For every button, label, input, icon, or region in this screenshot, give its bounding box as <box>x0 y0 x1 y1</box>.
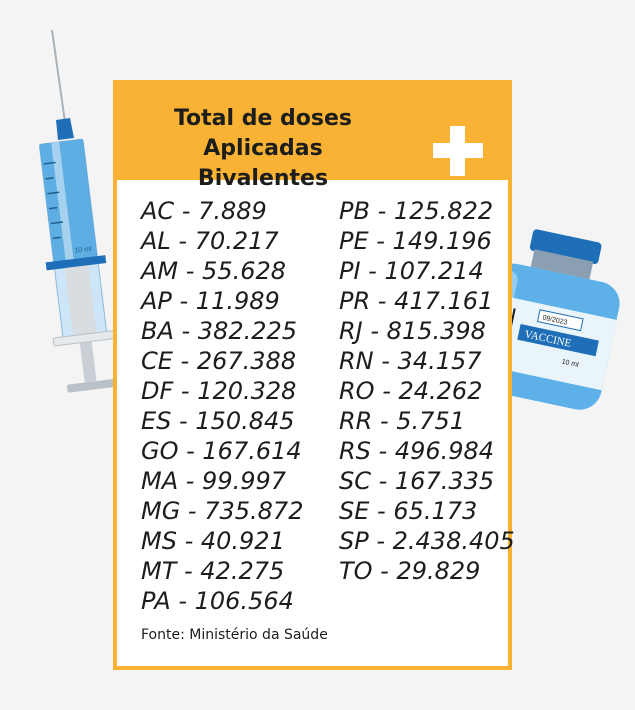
dose-item-al: AL - 70.217 <box>141 227 279 255</box>
dose-item-pr: PR - 417.161 <box>339 287 494 315</box>
title-line-1: Total de doses <box>173 106 353 131</box>
dose-item-mt: MT - 42.275 <box>141 557 285 585</box>
dose-item-rn: RN - 34.157 <box>339 347 482 375</box>
syringe-volume-label: 10 ml <box>74 246 92 255</box>
title-line-2: Aplicadas Bivalentes <box>197 136 329 191</box>
dose-item-sp: SP - 2.438.405 <box>339 527 515 555</box>
dose-item-ac: AC - 7.889 <box>141 197 267 225</box>
dose-item-rs: RS - 496.984 <box>339 437 495 465</box>
dose-item-am: AM - 55.628 <box>141 257 287 285</box>
syringe-illustration: 10 ml <box>39 30 120 393</box>
dose-item-se: SE - 65.173 <box>339 497 478 525</box>
doses-list-right: PB - 125.822 PE - 149.196 PI - 107.214 P… <box>339 196 515 586</box>
dose-item-pa: PA - 106.564 <box>141 587 294 615</box>
doses-card: Total de doses Aplicadas Bivalentes AC -… <box>113 80 515 670</box>
dose-item-rj: RJ - 815.398 <box>339 317 486 345</box>
plus-icon <box>433 126 483 176</box>
dose-item-to: TO - 29.829 <box>339 557 481 585</box>
card-header: Total de doses Aplicadas Bivalentes <box>117 84 508 191</box>
dose-item-ma: MA - 99.997 <box>141 467 287 495</box>
dose-item-pi: PI - 107.214 <box>339 257 484 285</box>
dose-item-ms: MS - 40.921 <box>141 527 285 555</box>
card-title: Total de doses Aplicadas Bivalentes <box>143 104 383 194</box>
dose-item-es: ES - 150.845 <box>141 407 295 435</box>
dose-item-df: DF - 120.328 <box>141 377 297 405</box>
doses-list-left: AC - 7.889 AL - 70.217 AM - 55.628 AP - … <box>141 196 303 616</box>
dose-item-ro: RO - 24.262 <box>339 377 483 405</box>
dose-item-ap: AP - 11.989 <box>141 287 280 315</box>
dose-item-ce: CE - 267.388 <box>141 347 297 375</box>
dose-item-sc: SC - 167.335 <box>339 467 495 495</box>
source-note: Fonte: Ministério da Saúde <box>141 627 328 643</box>
dose-item-mg: MG - 735.872 <box>141 497 304 525</box>
dose-item-go: GO - 167.614 <box>141 437 302 465</box>
dose-item-rr: RR - 5.751 <box>339 407 465 435</box>
vial-volume-label: 10 ml <box>561 358 580 368</box>
dose-item-ba: BA - 382.225 <box>141 317 298 345</box>
dose-item-pb: PB - 125.822 <box>339 197 494 225</box>
dose-item-pe: PE - 149.196 <box>339 227 492 255</box>
